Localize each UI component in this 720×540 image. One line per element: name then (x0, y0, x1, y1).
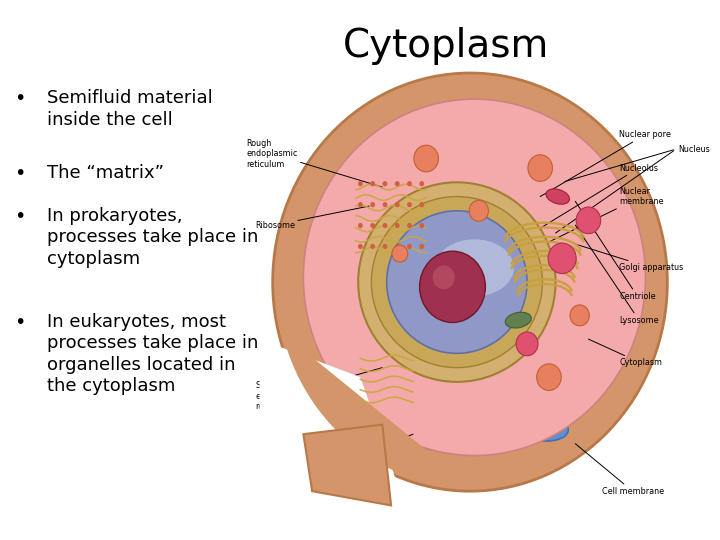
Text: Nuclear pore: Nuclear pore (540, 130, 671, 197)
Circle shape (392, 245, 408, 262)
Circle shape (407, 181, 412, 186)
Circle shape (395, 223, 400, 228)
Ellipse shape (419, 424, 468, 444)
Circle shape (370, 223, 375, 228)
Polygon shape (284, 335, 470, 487)
Ellipse shape (468, 105, 534, 136)
Circle shape (407, 202, 412, 207)
Text: Mitochondrion: Mitochondrion (282, 434, 413, 482)
Circle shape (358, 202, 363, 207)
Ellipse shape (338, 315, 400, 344)
Circle shape (395, 202, 400, 207)
Circle shape (407, 223, 412, 228)
Circle shape (536, 364, 562, 390)
Circle shape (358, 181, 363, 186)
Ellipse shape (505, 312, 531, 328)
Text: Ribosome: Ribosome (255, 206, 369, 230)
Circle shape (419, 181, 424, 186)
Circle shape (420, 251, 485, 322)
Circle shape (516, 332, 538, 356)
Polygon shape (259, 363, 400, 529)
Circle shape (570, 305, 589, 326)
Text: The “matrix”: The “matrix” (47, 164, 164, 181)
Circle shape (382, 223, 387, 228)
Text: Smooth
endoplasmic
reticulum: Smooth endoplasmic reticulum (255, 368, 382, 411)
Ellipse shape (389, 124, 437, 146)
Text: Semifluid material
inside the cell: Semifluid material inside the cell (47, 89, 212, 129)
Ellipse shape (569, 351, 617, 375)
Ellipse shape (273, 73, 667, 491)
Ellipse shape (559, 165, 618, 200)
Circle shape (469, 200, 488, 221)
Ellipse shape (411, 418, 477, 450)
Text: Rough
endoplasmic
reticulum: Rough endoplasmic reticulum (246, 139, 382, 187)
Ellipse shape (546, 189, 570, 204)
Ellipse shape (503, 408, 568, 441)
Circle shape (395, 244, 400, 249)
Circle shape (382, 244, 387, 249)
Text: •: • (14, 164, 26, 183)
Circle shape (382, 202, 387, 207)
Text: •: • (14, 313, 26, 332)
Circle shape (407, 244, 412, 249)
Circle shape (576, 207, 600, 234)
Ellipse shape (511, 414, 560, 436)
Circle shape (370, 202, 375, 207)
Circle shape (358, 244, 363, 249)
Circle shape (419, 244, 424, 249)
Ellipse shape (435, 239, 514, 296)
Text: Cytoplasm: Cytoplasm (588, 339, 662, 367)
Text: •: • (14, 89, 26, 108)
Text: •: • (14, 207, 26, 226)
Circle shape (433, 266, 455, 289)
Ellipse shape (561, 346, 625, 380)
Text: Cytoplasm: Cytoplasm (343, 27, 549, 65)
Text: Nuclear
membrane: Nuclear membrane (544, 187, 664, 244)
Polygon shape (303, 424, 391, 505)
Circle shape (370, 244, 375, 249)
Text: Centriole: Centriole (575, 201, 656, 301)
Ellipse shape (387, 211, 527, 353)
Ellipse shape (381, 118, 446, 151)
Ellipse shape (567, 170, 611, 194)
Text: Nucleus: Nucleus (678, 145, 710, 153)
Text: In eukaryotes, most
processes take place in
organelles located in
the cytoplasm: In eukaryotes, most processes take place… (47, 313, 258, 395)
Text: Cell membrane: Cell membrane (575, 444, 664, 496)
Polygon shape (259, 339, 413, 529)
Circle shape (370, 181, 375, 186)
Circle shape (419, 223, 424, 228)
Circle shape (419, 202, 424, 207)
Ellipse shape (372, 197, 542, 368)
Text: Lysosome: Lysosome (575, 225, 659, 325)
Circle shape (528, 155, 552, 181)
Circle shape (548, 243, 576, 274)
Circle shape (358, 223, 363, 228)
Ellipse shape (359, 183, 556, 382)
Text: In prokaryotes,
processes take place in
cytoplasm: In prokaryotes, processes take place in … (47, 207, 258, 268)
Text: Nucleolus: Nucleolus (483, 164, 658, 263)
Ellipse shape (476, 110, 526, 131)
Circle shape (414, 145, 438, 172)
Ellipse shape (303, 99, 645, 456)
Circle shape (382, 181, 387, 186)
Circle shape (395, 181, 400, 186)
Ellipse shape (346, 320, 392, 339)
Text: Golgi apparatus: Golgi apparatus (575, 244, 683, 272)
